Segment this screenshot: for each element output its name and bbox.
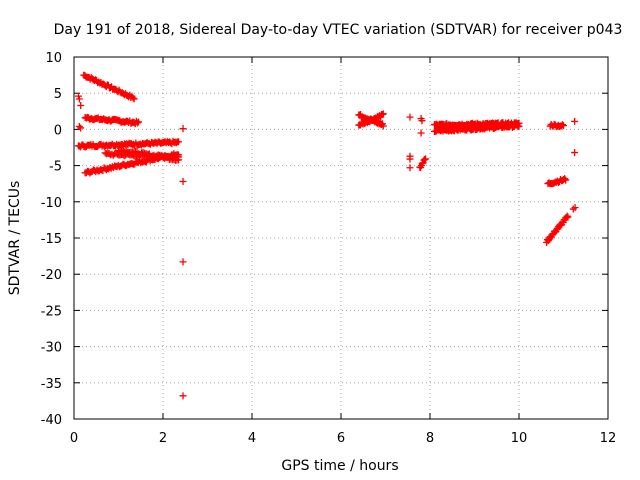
data-point	[571, 204, 579, 212]
data-point	[175, 156, 183, 164]
data-point	[561, 175, 569, 183]
y-tick-label: 5	[54, 87, 62, 102]
data-point	[563, 212, 571, 220]
data-point	[560, 122, 567, 130]
plot-frame	[73, 56, 609, 420]
y-tick-label: -25	[41, 304, 62, 319]
data-point	[564, 213, 572, 221]
data-point	[135, 150, 143, 158]
y-tick-label: -30	[41, 341, 62, 356]
data-point	[75, 123, 83, 131]
data-point	[515, 119, 523, 127]
data-point	[179, 178, 187, 186]
data-point	[558, 121, 566, 129]
y-tick-label: -20	[41, 268, 62, 283]
data-point	[418, 160, 426, 168]
y-tick-label: -35	[41, 377, 62, 392]
data-point	[75, 95, 83, 103]
data-point	[562, 176, 570, 184]
y-tick-label: -5	[49, 160, 62, 175]
data-point	[77, 124, 85, 132]
data-point	[129, 94, 137, 102]
x-axis-label: GPS time / hours	[281, 458, 398, 474]
data-point	[406, 164, 414, 172]
y-tick-label: -40	[41, 413, 62, 428]
data-point	[175, 138, 183, 146]
y-tick-label: -15	[41, 232, 62, 247]
data-point	[378, 111, 386, 119]
data-point	[418, 117, 426, 125]
x-tick-label: 4	[248, 431, 256, 446]
data-point	[77, 102, 85, 110]
chart-title: Day 191 of 2018, Sidereal Day-to-day VTE…	[54, 22, 623, 38]
data-point	[133, 119, 141, 127]
data-point	[130, 95, 138, 103]
data-point	[379, 122, 387, 130]
x-tick-label: 2	[159, 431, 167, 446]
y-tick-label: 10	[45, 51, 62, 66]
y-axis-label: SDTVAR / TECUs	[7, 181, 23, 296]
data-point	[406, 113, 414, 121]
x-tick-label: 0	[70, 431, 78, 446]
data-point	[179, 125, 187, 133]
y-tick-label: -10	[41, 196, 62, 211]
data-point	[406, 155, 414, 163]
data-points	[74, 71, 579, 400]
x-tick-label: 10	[511, 431, 528, 446]
data-point	[179, 392, 187, 400]
data-point	[161, 154, 169, 162]
data-point	[135, 118, 143, 126]
y-tick-label: 0	[54, 123, 62, 138]
x-tick-label: 12	[600, 431, 617, 446]
axis-ticks: 0 2 4 6 8 10 12 10 5 0 -5 -10 -15 -20 -25 -30 -35 -40	[41, 51, 617, 446]
x-tick-label: 6	[337, 431, 345, 446]
data-point	[179, 258, 187, 266]
data-point	[417, 129, 425, 137]
data-point	[569, 205, 577, 213]
data-point	[571, 149, 579, 157]
data-point	[379, 110, 387, 118]
data-point	[422, 155, 430, 163]
gridlines	[74, 57, 608, 419]
x-tick-label: 8	[426, 431, 434, 446]
data-point	[571, 117, 579, 125]
